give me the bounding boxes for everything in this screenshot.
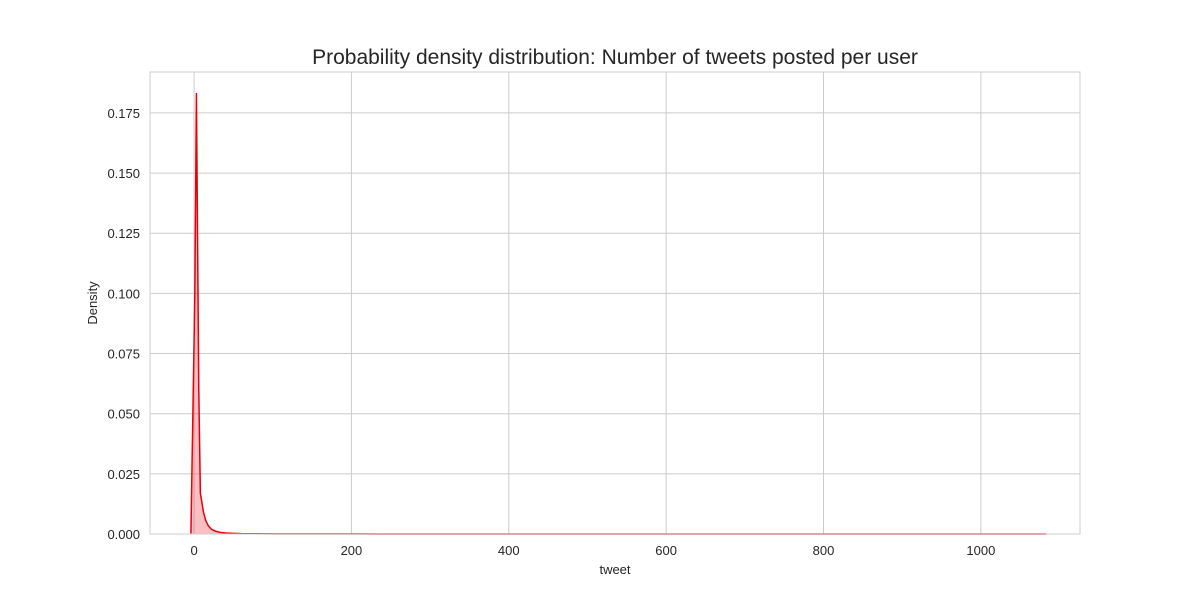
grid [150, 72, 1080, 535]
x-tick-label: 1000 [966, 543, 995, 558]
x-axis-label: tweet [599, 562, 630, 577]
density-area [190, 92, 1047, 535]
chart-title: Probability density distribution: Number… [312, 46, 918, 69]
density-fill [190, 93, 1047, 534]
y-tick-label: 0.125 [107, 226, 140, 241]
y-tick-label: 0.150 [107, 166, 140, 181]
y-tick-labels: 0.000 0.025 0.050 0.075 0.100 0.125 0.150 0.175 [107, 106, 140, 542]
y-axis-label: Density [85, 281, 100, 325]
x-tick-label: 600 [655, 543, 677, 558]
x-tick-label: 200 [341, 543, 363, 558]
x-tick-labels: 0 200 400 600 800 1000 [190, 543, 995, 558]
plot-frame [149, 71, 1081, 535]
x-tick-label: 0 [190, 543, 197, 558]
y-tick-label: 0.175 [107, 106, 140, 121]
y-tick-label: 0.075 [107, 347, 140, 362]
y-tick-label: 0.000 [107, 527, 140, 542]
x-tick-label: 400 [498, 543, 520, 558]
x-tick-label: 800 [813, 543, 835, 558]
y-tick-label: 0.100 [107, 286, 140, 301]
density-line [190, 92, 1047, 535]
y-tick-label: 0.025 [107, 467, 140, 482]
y-tick-label: 0.050 [107, 407, 140, 422]
